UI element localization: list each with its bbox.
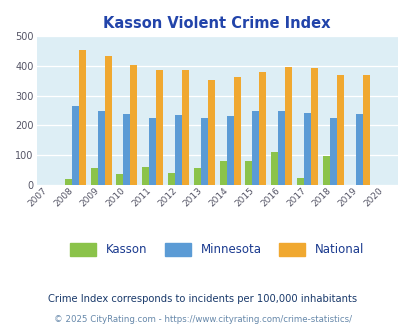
Bar — [259, 72, 266, 185]
Bar — [193, 168, 200, 185]
Bar — [142, 167, 149, 185]
Bar — [123, 114, 130, 185]
Bar — [245, 161, 252, 185]
Bar — [219, 161, 226, 185]
Text: Crime Index corresponds to incidents per 100,000 inhabitants: Crime Index corresponds to incidents per… — [48, 294, 357, 304]
Bar — [130, 65, 137, 185]
Bar — [90, 168, 97, 185]
Bar — [322, 156, 329, 185]
Bar — [277, 111, 285, 185]
Bar — [362, 75, 369, 185]
Bar — [200, 118, 207, 185]
Bar — [285, 67, 292, 185]
Bar — [156, 71, 163, 185]
Bar — [336, 75, 343, 185]
Bar — [79, 50, 85, 185]
Bar — [116, 174, 123, 185]
Bar — [303, 113, 310, 185]
Bar — [310, 68, 317, 185]
Bar — [355, 115, 362, 185]
Bar — [97, 111, 104, 185]
Bar — [271, 152, 277, 185]
Bar — [168, 173, 175, 185]
Bar — [329, 118, 336, 185]
Bar — [65, 179, 72, 185]
Bar — [226, 116, 233, 185]
Legend: Kasson, Minnesota, National: Kasson, Minnesota, National — [66, 238, 368, 261]
Bar — [233, 77, 240, 185]
Title: Kasson Violent Crime Index: Kasson Violent Crime Index — [103, 16, 330, 31]
Bar — [175, 115, 181, 185]
Bar — [181, 71, 188, 185]
Bar — [207, 80, 214, 185]
Bar — [149, 118, 156, 185]
Bar — [252, 111, 259, 185]
Bar — [72, 106, 79, 185]
Text: © 2025 CityRating.com - https://www.cityrating.com/crime-statistics/: © 2025 CityRating.com - https://www.city… — [54, 315, 351, 324]
Bar — [104, 56, 111, 185]
Bar — [296, 178, 303, 185]
